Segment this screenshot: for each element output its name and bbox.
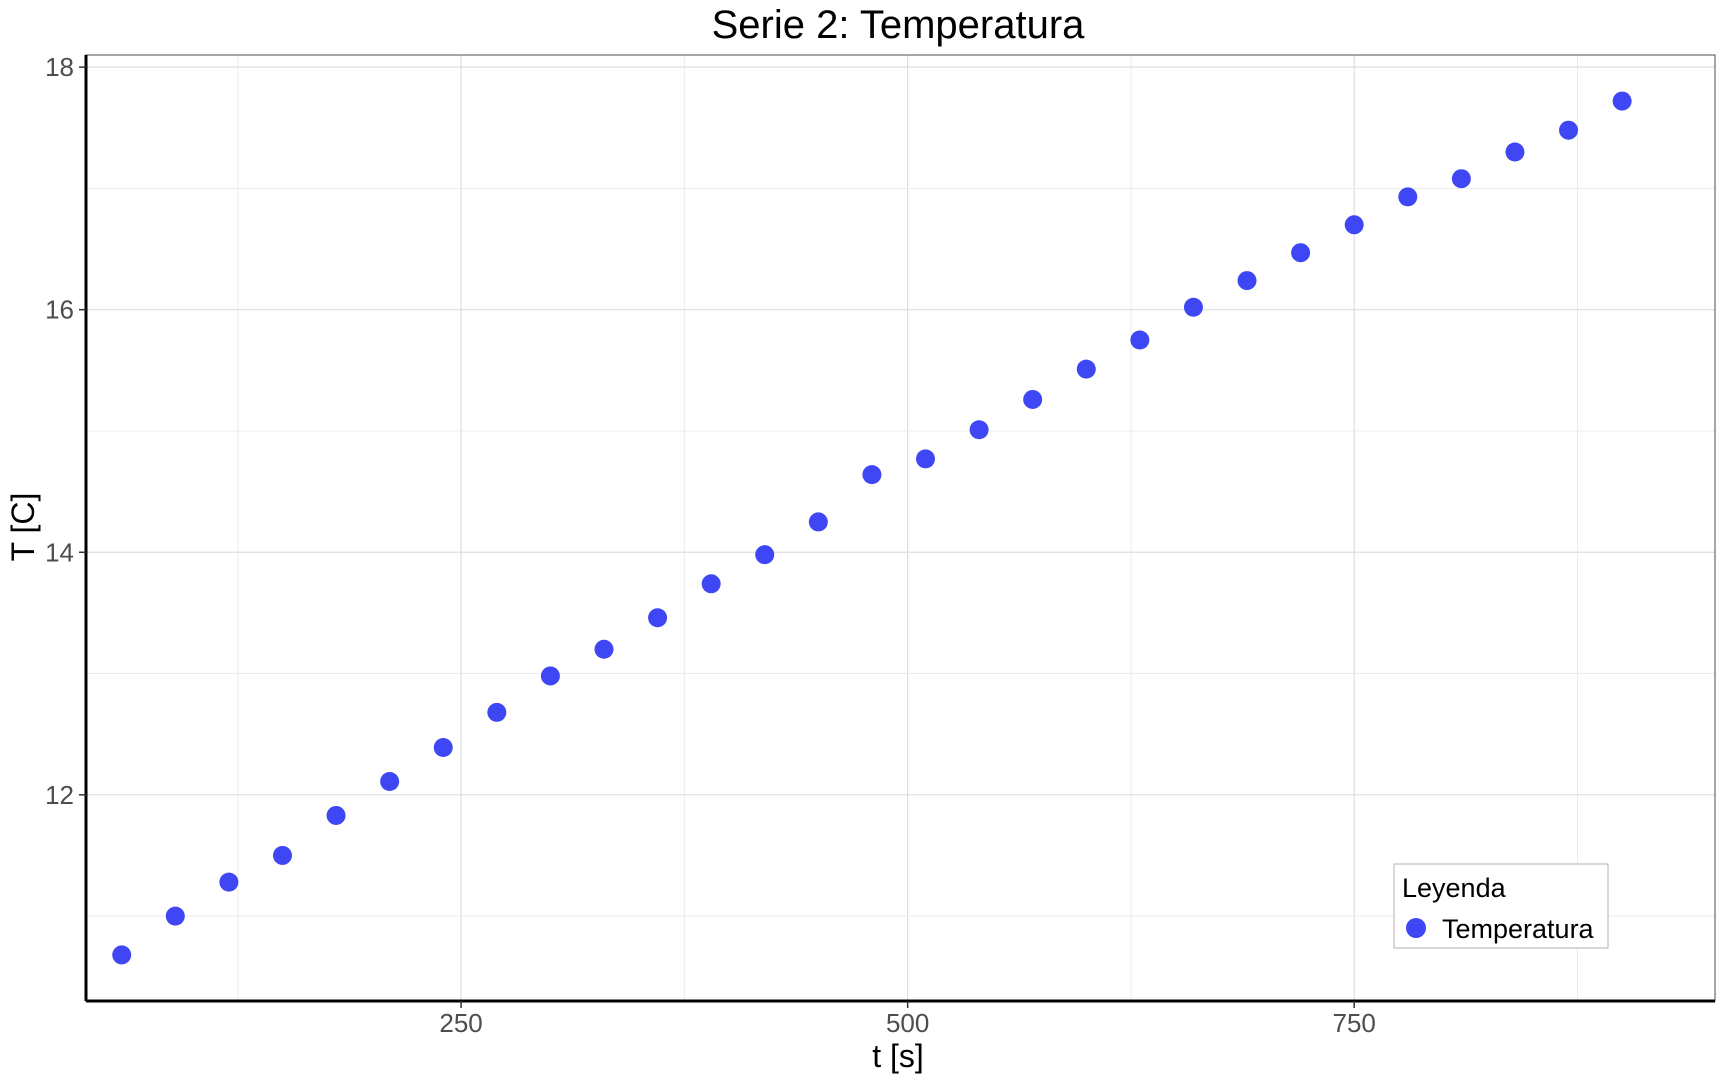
data-point	[808, 512, 828, 532]
x-tick-label: 500	[886, 1008, 929, 1038]
data-point	[219, 872, 239, 892]
data-point	[112, 945, 132, 965]
data-point	[862, 465, 882, 485]
y-axis-title: T [C]	[5, 493, 41, 562]
x-tick-label: 250	[439, 1008, 482, 1038]
legend: Leyenda Temperatura	[1393, 863, 1609, 949]
y-tick-label: 18	[45, 52, 74, 82]
tick-layer: 250 500 750 12 14 16 18	[45, 52, 1376, 1038]
y-tick-label: 12	[45, 780, 74, 810]
panel-border	[85, 54, 1716, 1002]
data-point	[326, 805, 346, 825]
legend-box	[1393, 863, 1609, 949]
x-tick-label: 750	[1332, 1008, 1375, 1038]
x-axis-title: t [s]	[872, 1038, 924, 1074]
data-point	[1237, 271, 1257, 291]
y-tick-label: 16	[45, 295, 74, 325]
data-point	[1076, 359, 1096, 379]
data-point	[701, 574, 721, 594]
data-point	[1451, 169, 1471, 189]
data-point	[648, 608, 668, 628]
data-point	[1130, 330, 1150, 350]
data-points	[112, 91, 1632, 965]
data-point	[433, 738, 453, 758]
data-point	[1023, 389, 1043, 409]
data-point	[540, 666, 560, 686]
data-point	[1183, 297, 1203, 317]
data-point	[1291, 243, 1311, 263]
data-point	[1612, 91, 1632, 111]
data-point	[1344, 215, 1364, 235]
data-point	[487, 702, 507, 722]
y-tick-label: 14	[45, 537, 74, 567]
data-point	[1398, 187, 1418, 207]
legend-key-temperatura	[1406, 918, 1426, 938]
chart-title: Serie 2: Temperatura	[712, 3, 1086, 47]
legend-title: Leyenda	[1402, 873, 1507, 903]
data-point	[1505, 142, 1525, 162]
data-point	[969, 420, 989, 440]
data-point	[272, 845, 292, 865]
data-point	[165, 906, 185, 926]
data-point	[594, 639, 614, 659]
data-point	[1559, 120, 1579, 140]
axis-layer	[84, 55, 1715, 1003]
legend-label-temperatura: Temperatura	[1442, 914, 1595, 944]
data-point	[916, 449, 936, 469]
data-point	[755, 545, 775, 565]
grid-layer	[86, 55, 1715, 1001]
data-point	[380, 771, 400, 791]
